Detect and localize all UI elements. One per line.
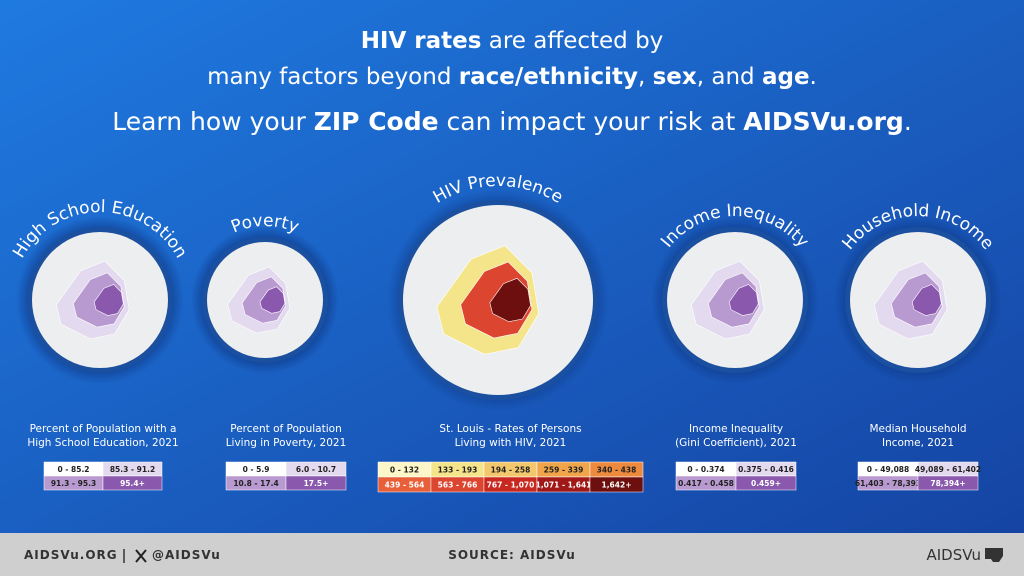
headline-segment: .: [904, 107, 912, 136]
legend-label: 0 - 132: [390, 466, 419, 475]
legend-label: 0 - 85.2: [57, 465, 89, 474]
legend-label: 439 - 564: [385, 481, 425, 490]
map-caption: Percent of Population: [230, 423, 341, 435]
map-caption: St. Louis - Rates of Persons: [439, 423, 581, 435]
legend-label: 194 - 258: [491, 466, 531, 475]
headline-segment: race/ethnicity: [459, 64, 638, 90]
legend-label: 95.4+: [120, 479, 145, 488]
legend-swatch: [735, 475, 797, 491]
headline-segment: can impact your risk at: [439, 107, 744, 136]
headline-segment: ZIP Code: [314, 107, 439, 136]
legend-label: 340 - 438: [597, 466, 637, 475]
legend-label: 49,089 - 61,402: [915, 465, 981, 474]
legend-label: 133 - 193: [438, 466, 478, 475]
headline-segment: age: [762, 64, 810, 90]
map-caption: Living in Poverty, 2021: [226, 437, 347, 449]
headline-segment: Learn how your: [112, 107, 314, 136]
legend-swatch: [589, 476, 644, 493]
legend-label: 0 - 5.9: [243, 465, 270, 474]
map-caption: Income, 2021: [882, 437, 954, 449]
footer-source: SOURCE: AIDSVu: [448, 548, 576, 562]
headline-segment: AIDSVu.org: [743, 107, 904, 136]
legend-label: 767 - 1,070: [487, 481, 535, 490]
map-caption: (Gini Coefficient), 2021: [675, 437, 797, 449]
legend-label: 61,403 - 78,393: [855, 479, 921, 488]
map-region: [259, 286, 286, 314]
footer-site: AIDSVu.ORG: [24, 548, 118, 562]
map-region: [489, 277, 531, 323]
legend-label: 91.3 - 95.3: [51, 479, 96, 488]
headline-segment: .: [810, 64, 817, 90]
map-caption: High School Education, 2021: [27, 437, 178, 449]
headline-segment: ,: [638, 64, 653, 90]
headline-line: many factors beyond race/ethnicity, sex,…: [207, 64, 817, 90]
legend-label: 17.5+: [304, 479, 329, 488]
headline-segment: sex: [653, 64, 697, 90]
headline-segment: many factors beyond: [207, 64, 459, 90]
legend-label: 0 - 0.374: [687, 465, 724, 474]
legend-label: 0.375 - 0.416: [738, 465, 794, 474]
headline-segment: are affected by: [481, 28, 663, 54]
headline-line: HIV rates are affected by: [361, 28, 664, 54]
legend-label: 0.459+: [751, 479, 781, 488]
legend-label: 85.3 - 91.2: [110, 465, 155, 474]
headline-segment: , and: [697, 64, 762, 90]
headline-segment: HIV rates: [361, 28, 482, 54]
legend-swatch: [102, 475, 163, 491]
x-icon: [135, 549, 147, 563]
map-region: [93, 284, 124, 316]
map-caption: Median Household: [869, 423, 966, 435]
legend-label: 259 - 339: [544, 466, 584, 475]
logo-icon: [985, 548, 1003, 562]
legend-label: 563 - 766: [438, 481, 478, 490]
legend-label: 0.417 - 0.458: [678, 479, 734, 488]
legend-label: 0 - 49,088: [867, 465, 910, 474]
legend-swatch: [285, 475, 347, 491]
footer-logo: AIDSVu: [926, 546, 981, 564]
legend-label: 1,642+: [601, 481, 631, 490]
legend-label: 6.0 - 10.7: [296, 465, 336, 474]
map-region: [728, 284, 759, 316]
map-caption: Percent of Population with a: [30, 423, 177, 435]
map-caption: Income Inequality: [689, 423, 783, 435]
map-region: [911, 284, 942, 316]
headline-line: Learn how your ZIP Code can impact your …: [112, 107, 912, 136]
legend-label: 1,071 - 1,641: [536, 481, 592, 490]
legend-swatch: [917, 475, 979, 491]
footer-bar: [0, 533, 1024, 576]
footer-handle: @AIDSVu: [152, 548, 221, 562]
legend-label: 10.8 - 17.4: [233, 479, 278, 488]
legend-label: 78,394+: [930, 479, 965, 488]
map-caption: Living with HIV, 2021: [455, 437, 567, 449]
